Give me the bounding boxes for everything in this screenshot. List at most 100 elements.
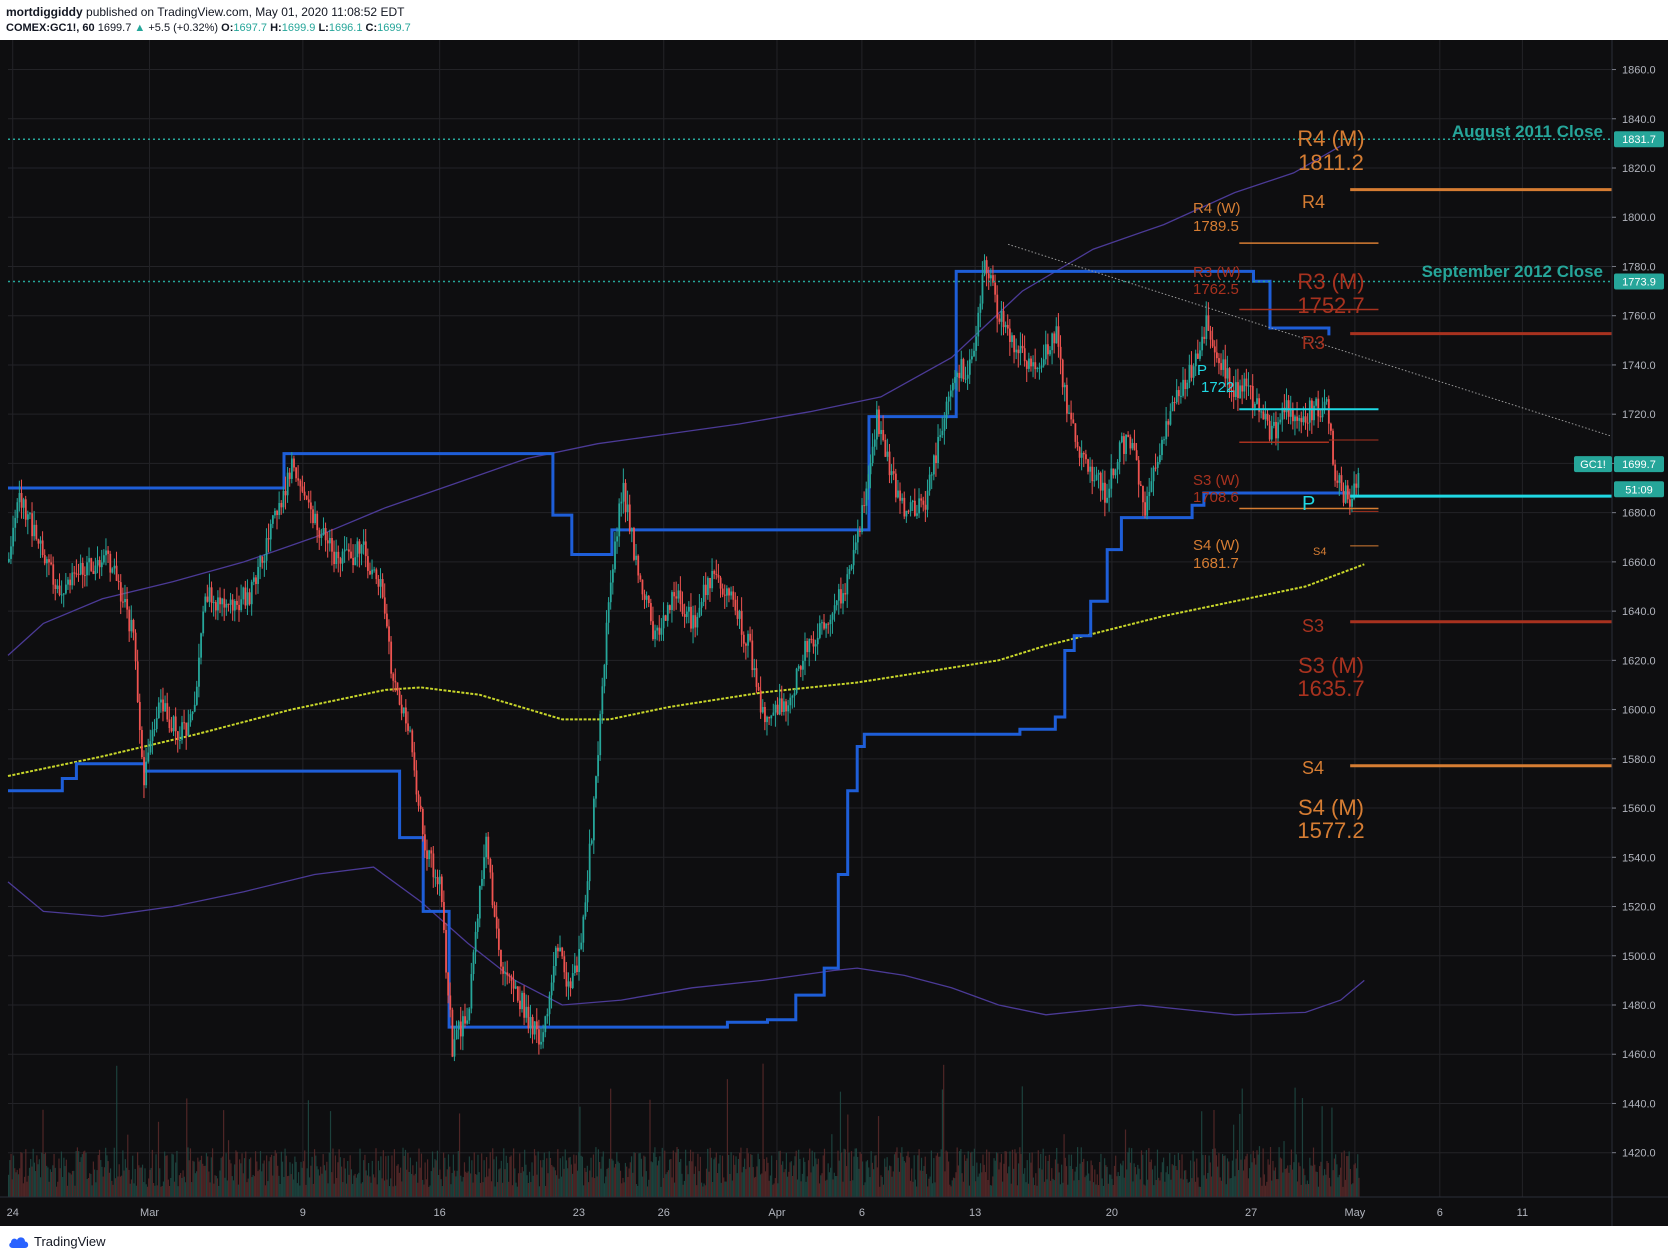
price-badge (1614, 481, 1664, 498)
volume-bar (678, 1162, 681, 1197)
volume-bar (816, 1164, 818, 1197)
change-value: +5.5 (+0.32%) (148, 22, 219, 34)
volume-bar (481, 1153, 483, 1197)
volume-bar (1108, 1174, 1111, 1197)
volume-bar (269, 1157, 271, 1197)
volume-bar (1140, 1150, 1143, 1197)
candle-body (1186, 382, 1189, 390)
volume-bar (128, 1169, 130, 1197)
volume-bar (571, 1173, 574, 1197)
volume-bar (1100, 1153, 1102, 1197)
candle-body (305, 495, 308, 500)
s3-short-label: S3 (1302, 616, 1324, 636)
candle-body (1000, 310, 1003, 322)
volume-bar (657, 1160, 660, 1197)
volume-bar (1242, 1170, 1245, 1197)
volume-bar (1021, 1086, 1023, 1197)
price-chart[interactable]: 1420.01440.01460.01480.01500.01520.01540… (0, 40, 1668, 1226)
time-tick-label: 6 (1437, 1207, 1443, 1219)
candle-body (816, 637, 819, 645)
volume-bar (205, 1153, 208, 1197)
volume-bar (1193, 1161, 1195, 1197)
volume-bar (1247, 1178, 1249, 1197)
volume-bar (973, 1148, 975, 1197)
candle-body (1273, 421, 1275, 426)
volume-bar (967, 1151, 969, 1197)
author-name[interactable]: mortdiggiddy (6, 5, 83, 19)
volume-bar (129, 1183, 131, 1197)
volume-bar (392, 1186, 394, 1197)
volume-bar (59, 1168, 61, 1197)
volume-bar (896, 1147, 898, 1197)
candle-body (856, 530, 859, 543)
volume-bar (178, 1175, 180, 1197)
volume-bar (533, 1149, 536, 1197)
candle-body (1268, 420, 1271, 440)
volume-bar (333, 1183, 335, 1197)
volume-bar (1112, 1184, 1114, 1197)
candle-body (1254, 403, 1256, 408)
candle-body (1025, 361, 1028, 369)
volume-bar (601, 1156, 603, 1197)
candle-body (913, 500, 916, 516)
candle-body (343, 549, 346, 552)
volume-bar (1261, 1185, 1263, 1197)
volume-bar (902, 1156, 904, 1197)
volume-bar (922, 1170, 924, 1197)
volume-bar (320, 1166, 322, 1197)
candle-body (679, 590, 682, 605)
candle-body (818, 623, 821, 638)
candle-body (899, 490, 902, 501)
candle-body (255, 577, 257, 584)
candle-body (905, 510, 908, 517)
volume-bar (1341, 1152, 1343, 1197)
candle-body (1294, 416, 1296, 422)
volume-bar (161, 1185, 163, 1197)
candle-body (145, 761, 148, 786)
candle-body (966, 374, 969, 379)
volume-bar (844, 1149, 846, 1197)
volume-bar (1031, 1152, 1033, 1197)
volume-bar (1174, 1154, 1176, 1197)
volume-bar (1306, 1180, 1308, 1197)
candle-body (109, 553, 112, 573)
s3-w-value: 1708.6 (1193, 489, 1239, 506)
volume-bar (487, 1176, 489, 1197)
volume-bar (541, 1167, 543, 1197)
s4-m-label: S4 (M) (1298, 795, 1364, 820)
candle-body (540, 1041, 542, 1045)
candle-body (350, 551, 352, 559)
downtrend-line[interactable] (1007, 243, 1613, 437)
volume-bar (207, 1156, 209, 1197)
candle-body (1015, 349, 1018, 353)
candle-body (721, 588, 724, 595)
volume-bar (180, 1173, 182, 1197)
volume-bar (543, 1152, 545, 1197)
candle-body (1085, 454, 1087, 460)
candle-body (880, 429, 883, 435)
volume-bar (701, 1182, 703, 1197)
candle-body (445, 929, 447, 973)
candle-body (1112, 468, 1115, 476)
volume-bar (1072, 1168, 1074, 1197)
volume-bar (1029, 1152, 1031, 1197)
chart-area[interactable]: 1420.0 1440.0 1460.0 1480.0 1500.0 1520.0 1540… (0, 40, 1668, 1226)
candle-body (979, 303, 982, 313)
candle-body (1144, 502, 1146, 516)
price-scale-background[interactable] (1612, 40, 1668, 1197)
candle-body (631, 527, 633, 532)
volume-bar (155, 1154, 157, 1197)
volume-bar (1099, 1161, 1101, 1197)
volume-bar (758, 1159, 760, 1197)
candle-body (440, 876, 443, 903)
volume-bar (490, 1181, 493, 1197)
candle-body (1059, 346, 1062, 360)
candle-body (174, 716, 177, 732)
tradingview-logo[interactable]: TradingView (8, 1234, 106, 1249)
candle-body (1106, 497, 1108, 503)
volume-bar (1113, 1165, 1116, 1197)
volume-bar (119, 1176, 122, 1197)
volume-bar (525, 1164, 527, 1197)
candle-body (949, 390, 952, 397)
volume-bar (537, 1151, 539, 1197)
